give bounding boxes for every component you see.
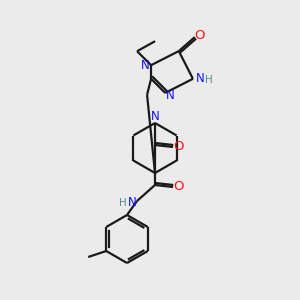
- Text: H: H: [205, 75, 213, 85]
- Text: O: O: [174, 140, 184, 154]
- Text: N: N: [196, 72, 204, 85]
- Text: N: N: [151, 110, 159, 124]
- Text: H: H: [119, 198, 127, 208]
- Text: N: N: [141, 59, 149, 72]
- Text: N: N: [128, 196, 136, 209]
- Text: O: O: [194, 28, 205, 42]
- Text: N: N: [166, 89, 175, 102]
- Text: O: O: [174, 181, 184, 194]
